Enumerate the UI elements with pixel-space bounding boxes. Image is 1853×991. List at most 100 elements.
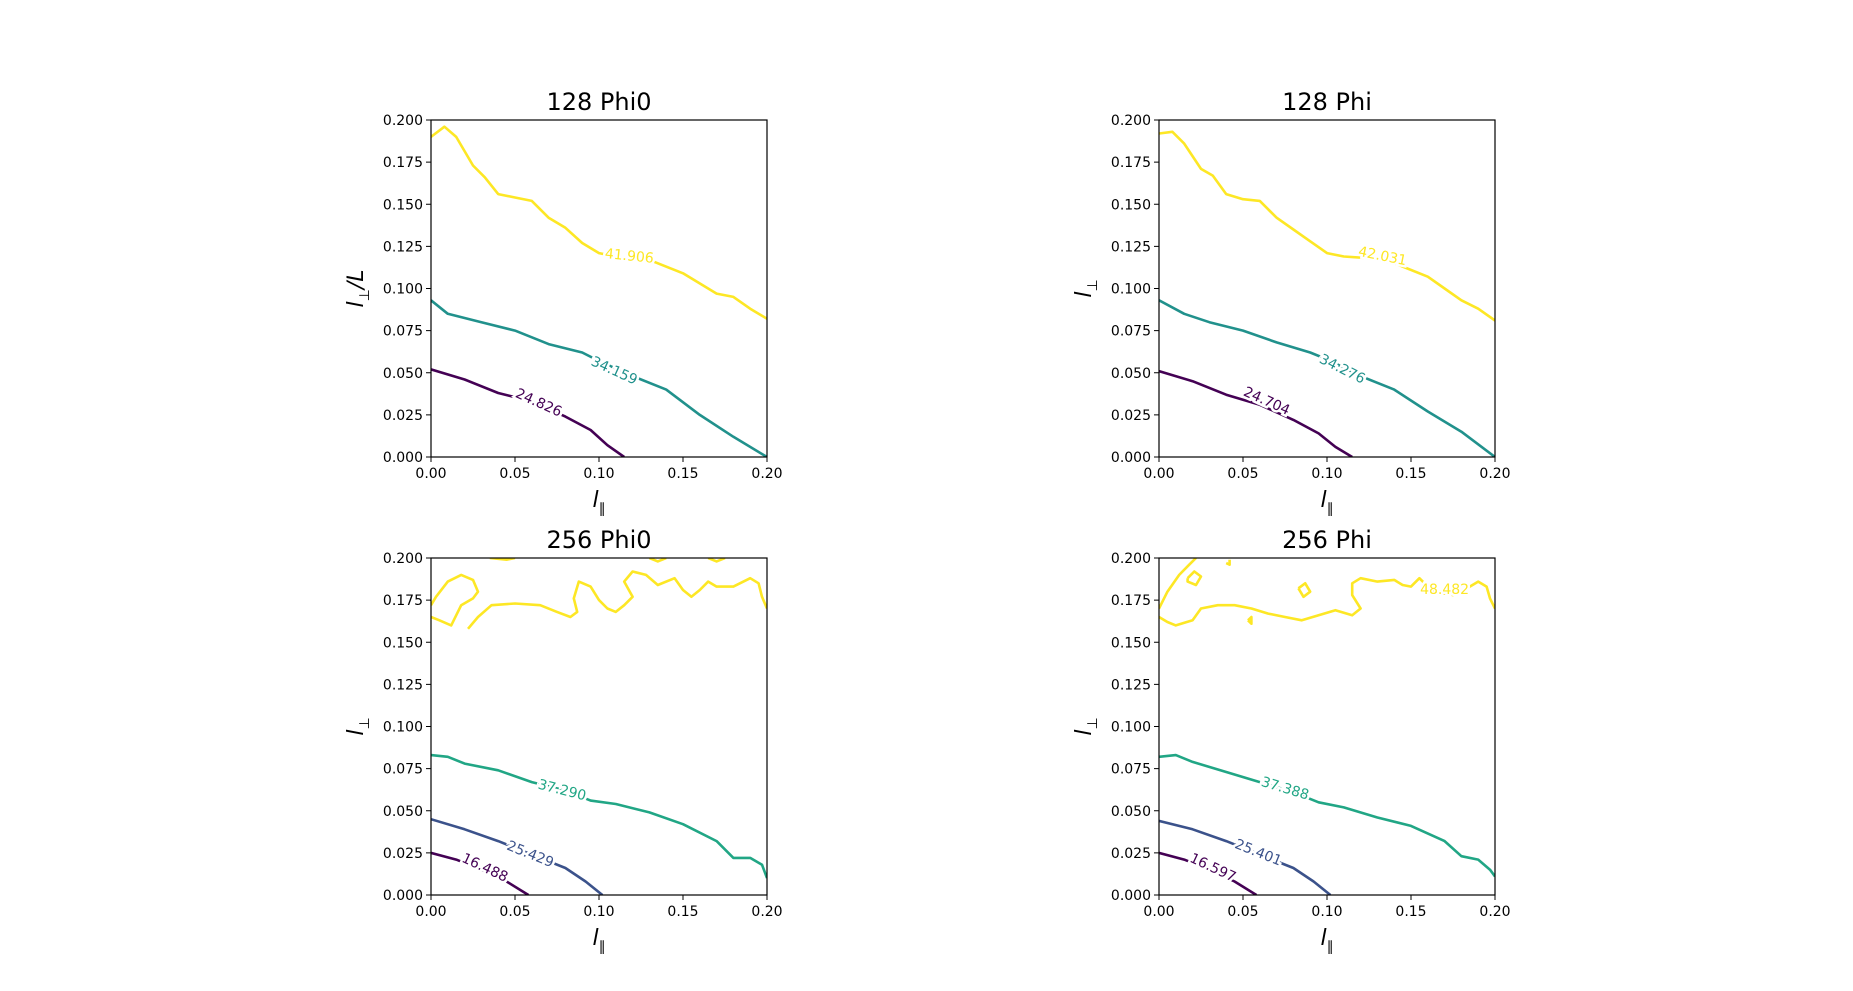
- y-tick-label: 0.125: [1111, 239, 1151, 255]
- contour-label: 24.826: [513, 386, 564, 421]
- contour-line: [1159, 130, 1495, 322]
- contour-line: [467, 570, 767, 630]
- contour-line: [1159, 819, 1332, 895]
- contour-label: 48.482: [1420, 582, 1469, 598]
- y-tick-label: 0.200: [1111, 113, 1151, 129]
- y-tick-label: 0.075: [1111, 324, 1151, 340]
- chart-panel-1: 24.826 34.159 41.906 0.00 0.05 0.10 0.15 0.20 0.…: [344, 88, 783, 517]
- y-tick-label: 0.050: [1111, 366, 1151, 382]
- y-tick-label: 0.100: [383, 720, 423, 736]
- contour-line: [1159, 369, 1353, 457]
- contour-lines: [431, 125, 767, 457]
- x-tick-label: 0.00: [415, 904, 446, 920]
- contour-line: [707, 558, 726, 563]
- panel-title: 128 Phi0: [546, 88, 651, 116]
- y-tick-label: 0.050: [383, 804, 423, 820]
- x-tick-label: 0.10: [1311, 466, 1342, 482]
- x-axis-label: l∥: [1320, 488, 1333, 517]
- y-tick-label: 0.125: [383, 677, 423, 693]
- contour-label: 16.488: [459, 850, 510, 885]
- y-tick-label: 0.025: [383, 408, 423, 424]
- x-axis-label: l∥: [1320, 926, 1333, 955]
- x-axis-label: l∥: [592, 488, 605, 517]
- contour-line: [1159, 851, 1258, 895]
- y-tick-label: 0.150: [1111, 197, 1151, 213]
- x-tick-label: 0.00: [1143, 466, 1174, 482]
- x-tick-label: 0.20: [751, 904, 782, 920]
- contour-label: 41.906: [604, 246, 654, 267]
- panel-title: 256 Phi: [1282, 526, 1372, 554]
- contour-line: [1159, 558, 1197, 610]
- contour-label: 37.388: [1259, 774, 1311, 803]
- y-tick-label: 0.000: [1111, 450, 1151, 466]
- x-tick-label: 0.15: [667, 466, 698, 482]
- y-tick-label: 0.100: [1111, 720, 1151, 736]
- y-tick-label: 0.075: [383, 762, 423, 778]
- axes-frame: [430, 557, 768, 896]
- y-tick-label: 0.175: [1111, 593, 1151, 609]
- x-tick-label: 0.05: [1227, 466, 1258, 482]
- contour-label: 25.429: [504, 838, 555, 871]
- y-tick-label: 0.075: [383, 324, 423, 340]
- x-tick-label: 0.15: [667, 904, 698, 920]
- x-tick-label: 0.20: [751, 466, 782, 482]
- contour-line: [1186, 570, 1203, 587]
- y-tick-label: 0.125: [383, 239, 423, 255]
- y-tick-label: 0.025: [383, 846, 423, 862]
- contour-line: [431, 299, 767, 457]
- y-tick-label: 0.150: [1111, 635, 1151, 651]
- x-tick-label: 0.15: [1395, 904, 1426, 920]
- contour-lines: [1159, 558, 1495, 895]
- y-axis-label: l⊥: [1072, 279, 1101, 297]
- axes-frame: [1158, 557, 1496, 896]
- contour-line: [1297, 582, 1312, 599]
- y-tick-label: 0.025: [1111, 846, 1151, 862]
- x-tick-label: 0.20: [1479, 466, 1510, 482]
- contour-line: [1159, 576, 1495, 627]
- y-tick-label: 0.175: [383, 155, 423, 171]
- x-tick-label: 0.00: [415, 466, 446, 482]
- x-tick-label: 0.05: [499, 904, 530, 920]
- contour-lines: [431, 558, 767, 895]
- x-tick-label: 0.10: [1311, 904, 1342, 920]
- contour-line: [431, 753, 767, 879]
- panel-title: 256 Phi0: [546, 526, 651, 554]
- contour-line: [431, 851, 530, 895]
- y-tick-label: 0.050: [1111, 804, 1151, 820]
- y-axis-label: l⊥: [1072, 717, 1101, 735]
- x-tick-label: 0.05: [499, 466, 530, 482]
- contour-line: [648, 558, 667, 563]
- y-axis-label: l⊥: [344, 717, 373, 735]
- y-tick-label: 0.175: [383, 593, 423, 609]
- axes-frame: [430, 119, 768, 458]
- contour-line: [431, 817, 604, 895]
- x-tick-label: 0.20: [1479, 904, 1510, 920]
- y-axis-label: l⊥/L: [344, 270, 373, 308]
- contour-line: [1159, 299, 1495, 457]
- y-tick-label: 0.150: [383, 197, 423, 213]
- y-tick-label: 0.000: [383, 450, 423, 466]
- contour-line: [431, 125, 767, 320]
- y-tick-label: 0.000: [1111, 888, 1151, 904]
- x-tick-label: 0.10: [583, 904, 614, 920]
- contour-label: 16.597: [1187, 850, 1238, 885]
- x-tick-label: 0.10: [583, 466, 614, 482]
- contour-line: [1159, 753, 1495, 878]
- y-tick-label: 0.025: [1111, 408, 1151, 424]
- y-tick-label: 0.050: [383, 366, 423, 382]
- contour-line: [1225, 559, 1231, 566]
- y-tick-label: 0.100: [383, 282, 423, 298]
- contour-label: 24.704: [1241, 384, 1292, 419]
- y-tick-label: 0.075: [1111, 762, 1151, 778]
- panel-title: 128 Phi: [1282, 88, 1372, 116]
- contour-label: 25.401: [1232, 836, 1283, 869]
- y-tick-label: 0.175: [1111, 155, 1151, 171]
- y-tick-label: 0.200: [1111, 551, 1151, 567]
- contour-label: 34.276: [1317, 351, 1368, 387]
- y-tick-label: 0.150: [383, 635, 423, 651]
- x-axis-label: l∥: [592, 926, 605, 955]
- contour-line: [431, 573, 480, 627]
- contour-label: 42.031: [1357, 244, 1408, 269]
